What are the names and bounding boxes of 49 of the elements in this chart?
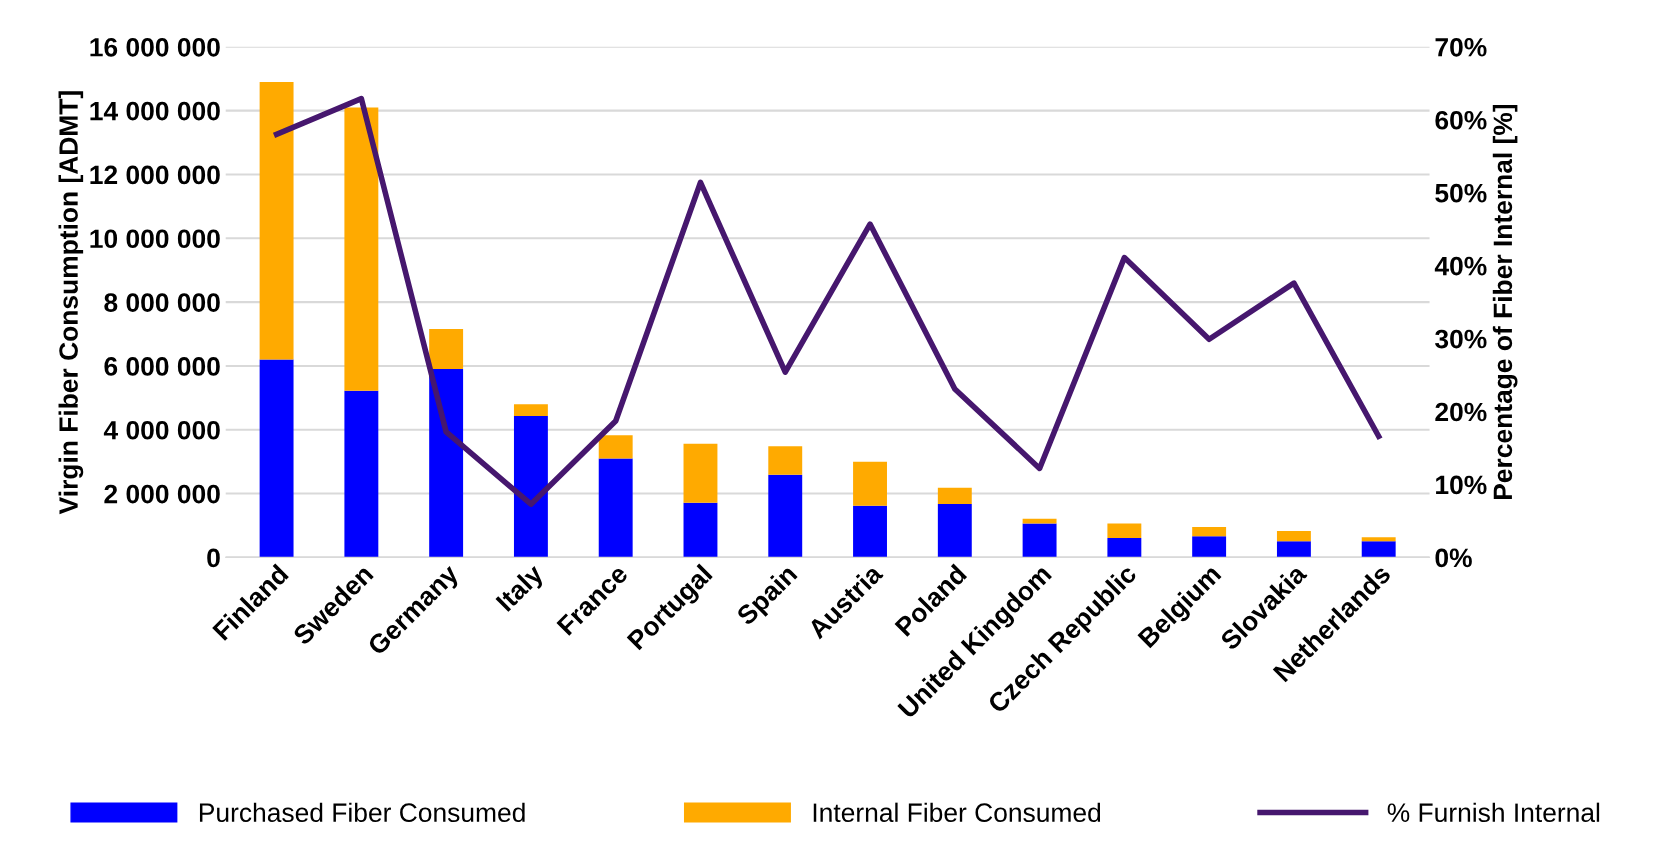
y-tick-label: 8 000 000 bbox=[104, 293, 220, 312]
bar bbox=[768, 474, 803, 558]
bar bbox=[1276, 530, 1311, 542]
bar bbox=[1361, 541, 1396, 558]
legend-label: Purchased Fiber Consumed bbox=[199, 802, 525, 823]
bar bbox=[429, 328, 464, 370]
bar bbox=[344, 390, 379, 558]
y2-tick-label: 0% bbox=[1435, 548, 1472, 568]
y2-tick-label: 10% bbox=[1436, 475, 1487, 495]
y-tick-label: 14 000 000 bbox=[90, 101, 220, 121]
bar bbox=[513, 416, 548, 558]
y-tick-label: 2 000 000 bbox=[104, 484, 220, 504]
bar bbox=[259, 359, 294, 558]
bar bbox=[853, 461, 887, 506]
bar bbox=[259, 81, 294, 360]
y2-tick-label: 30% bbox=[1435, 329, 1487, 349]
bar bbox=[1276, 541, 1311, 558]
bar bbox=[683, 443, 718, 503]
y-tick-label: 6 000 000 bbox=[104, 357, 220, 376]
bar bbox=[1361, 537, 1396, 542]
bar bbox=[768, 446, 803, 475]
y2-tick-label: 60% bbox=[1435, 110, 1487, 130]
bar bbox=[683, 502, 718, 558]
bar bbox=[598, 458, 633, 558]
bar bbox=[1192, 527, 1227, 537]
y2-axis-title: Percentage of Fiber Internal [%] bbox=[1492, 104, 1518, 500]
y2-tick-label: 50% bbox=[1435, 183, 1487, 203]
bar bbox=[513, 404, 548, 417]
y-axis-title: Virgin Fiber Consumption [ADMT] bbox=[58, 91, 84, 515]
bar bbox=[1107, 537, 1142, 558]
bar bbox=[853, 505, 887, 558]
bar bbox=[1192, 536, 1227, 558]
bar bbox=[937, 487, 972, 505]
y-tick-label: 4 000 000 bbox=[103, 420, 220, 440]
bar bbox=[429, 369, 464, 558]
y2-tick-label: 70% bbox=[1435, 37, 1487, 57]
bar bbox=[598, 435, 633, 459]
legend-label: Internal Fiber Consumed bbox=[813, 802, 1101, 823]
y-tick-label: 10 000 000 bbox=[90, 229, 220, 249]
bar bbox=[937, 504, 972, 558]
bar bbox=[1022, 523, 1057, 558]
y-tick-label: 12 000 000 bbox=[90, 165, 220, 185]
y2-tick-label: 40% bbox=[1434, 256, 1487, 276]
y2-tick-label: 20% bbox=[1435, 402, 1487, 422]
legend-label: % Furnish Internal bbox=[1387, 802, 1600, 823]
y-tick-label: 16 000 000 bbox=[90, 37, 220, 57]
bar bbox=[1107, 523, 1142, 538]
bar bbox=[1022, 518, 1057, 524]
bar bbox=[344, 107, 379, 391]
